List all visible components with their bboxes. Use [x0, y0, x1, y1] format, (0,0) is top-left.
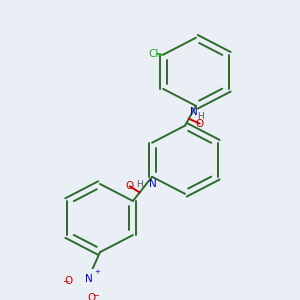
Text: −: −	[92, 291, 100, 300]
Text: N: N	[85, 274, 93, 284]
Text: Cl: Cl	[149, 49, 159, 59]
Text: O: O	[196, 118, 204, 128]
Text: O: O	[65, 276, 73, 286]
Text: +: +	[94, 269, 100, 275]
Text: −: −	[62, 277, 70, 286]
Text: H: H	[136, 180, 143, 189]
Text: H: H	[197, 112, 203, 121]
Text: N: N	[149, 179, 157, 189]
Text: N: N	[190, 107, 198, 117]
Text: O: O	[87, 293, 95, 300]
Text: O: O	[126, 181, 134, 191]
